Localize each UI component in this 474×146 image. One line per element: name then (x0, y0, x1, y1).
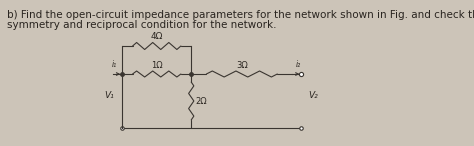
Text: 1Ω: 1Ω (151, 61, 163, 70)
Text: i₂: i₂ (296, 60, 301, 69)
Text: 3Ω: 3Ω (236, 61, 248, 70)
Text: 2Ω: 2Ω (196, 97, 207, 106)
Text: 4Ω: 4Ω (151, 32, 163, 41)
Text: b) Find the open-circuit impedance parameters for the network shown in Fig. and : b) Find the open-circuit impedance param… (8, 10, 474, 20)
Text: V₂: V₂ (309, 92, 319, 100)
Text: i₁: i₁ (112, 60, 117, 69)
Text: V₁: V₁ (104, 92, 114, 100)
Text: symmetry and reciprocal condition for the network.: symmetry and reciprocal condition for th… (8, 20, 277, 30)
